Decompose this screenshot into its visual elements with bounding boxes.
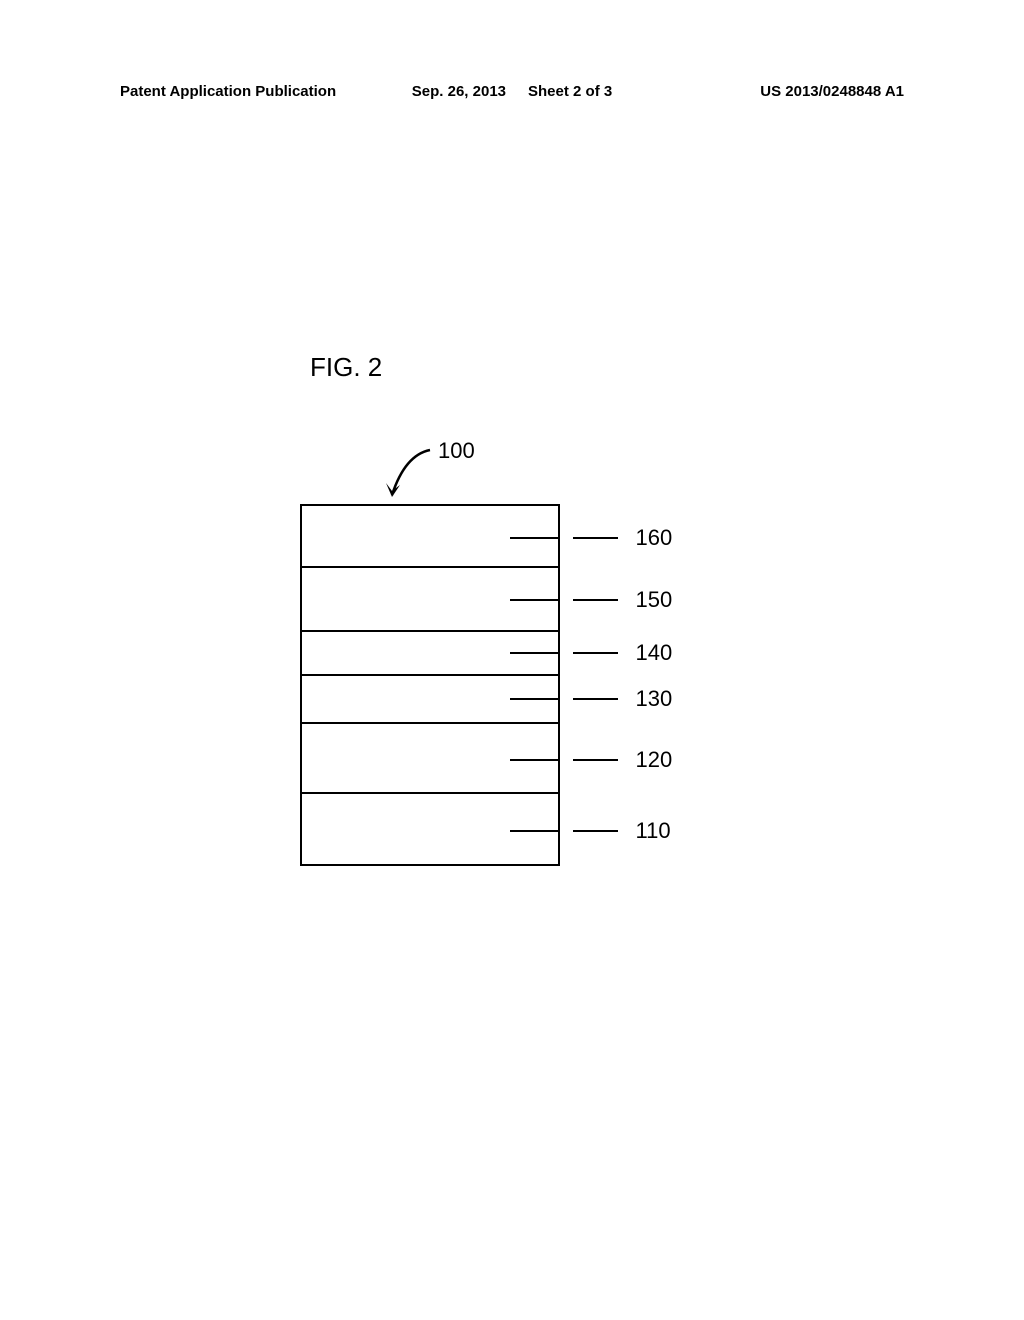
lead-line-inner (510, 698, 560, 700)
lead-line-outer (573, 698, 618, 700)
assembly-reference: 100 (438, 438, 475, 464)
lead-line-outer (573, 599, 618, 601)
layer-reference: 160 (636, 525, 673, 551)
header-date: Sep. 26, 2013 (412, 83, 506, 100)
layer (302, 792, 558, 864)
lead-line-inner (510, 537, 560, 539)
layer-reference: 120 (636, 747, 673, 773)
layer-reference: 140 (636, 640, 673, 666)
layer-reference: 110 (636, 818, 671, 844)
lead-line-outer (573, 759, 618, 761)
layer-reference: 150 (636, 587, 673, 613)
lead-line-outer (573, 537, 618, 539)
layer (302, 506, 558, 566)
lead-line-outer (573, 830, 618, 832)
figure-title: FIG. 2 (310, 352, 382, 383)
lead-line-inner (510, 652, 560, 654)
header-right: US 2013/0248848 A1 (760, 83, 904, 100)
header-left: Patent Application Publication (120, 83, 336, 100)
layer (302, 566, 558, 630)
header-sheet: Sheet 2 of 3 (528, 83, 612, 100)
layer (302, 722, 558, 792)
lead-line-inner (510, 599, 560, 601)
lead-line-inner (510, 759, 560, 761)
layer-stack (300, 504, 560, 866)
page-header: Patent Application Publication Sep. 26, … (120, 83, 904, 100)
arrow-icon (380, 445, 435, 505)
lead-line-inner (510, 830, 560, 832)
lead-line-outer (573, 652, 618, 654)
layer-reference: 130 (636, 686, 673, 712)
header-center: Sep. 26, 2013 Sheet 2 of 3 (412, 83, 612, 100)
